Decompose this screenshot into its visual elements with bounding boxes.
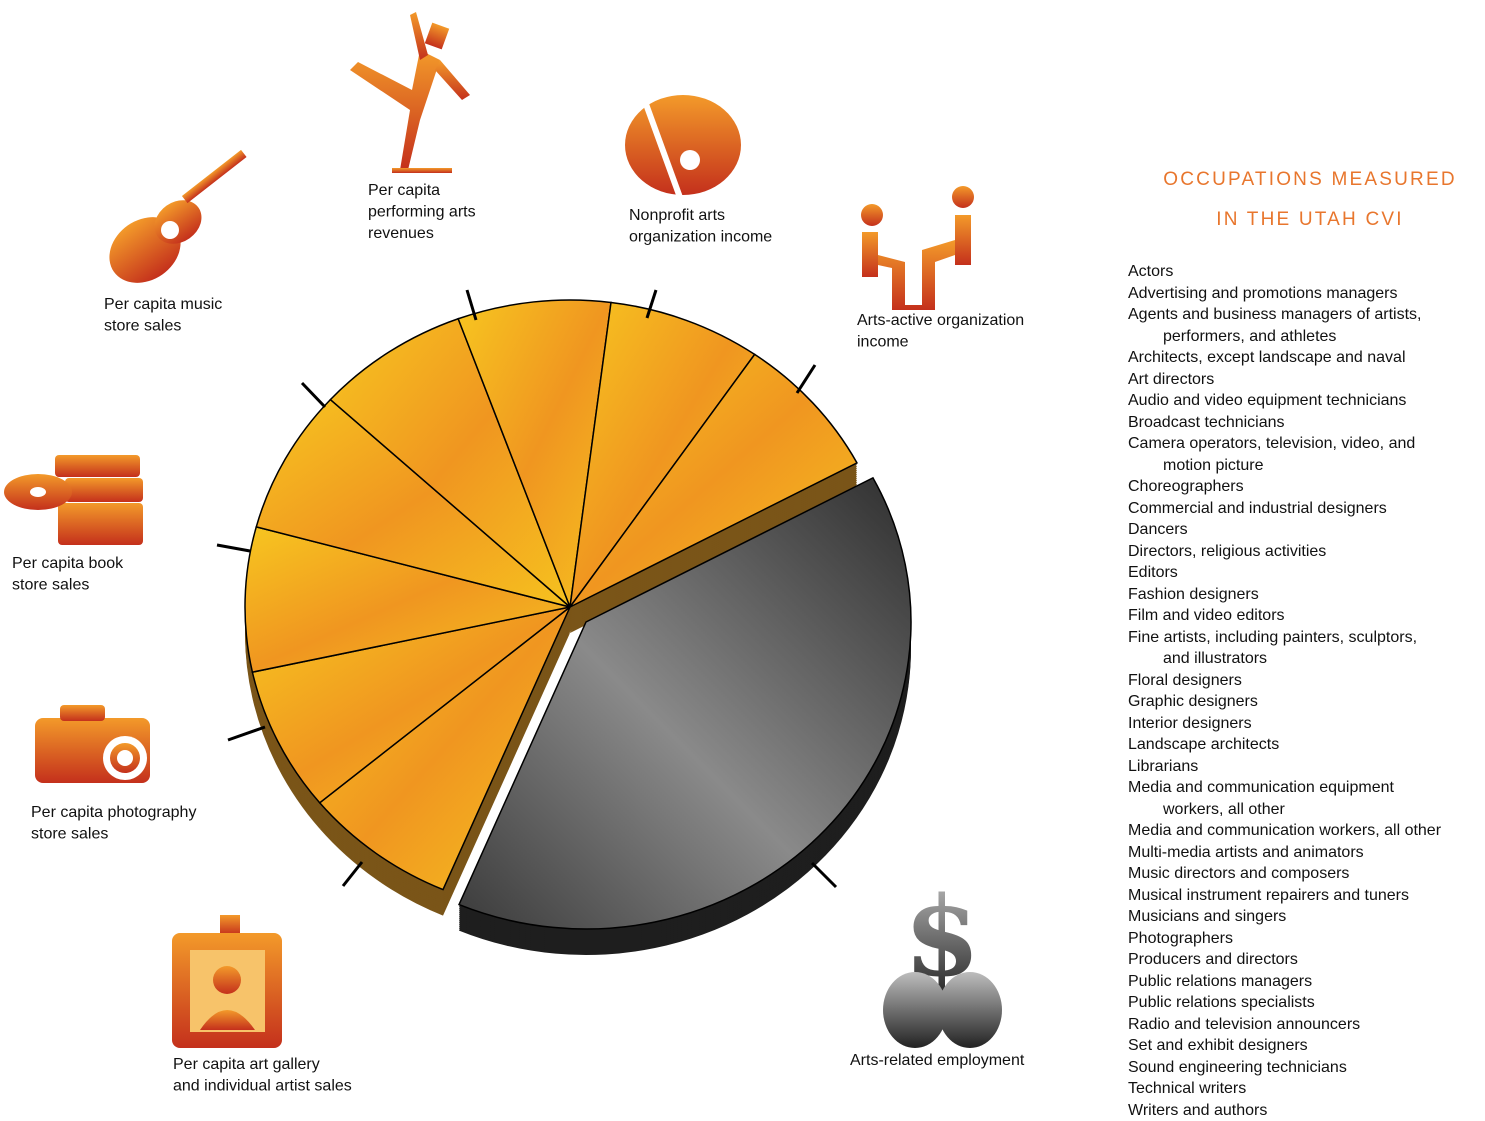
- occupation: performers, and athletes: [1128, 326, 1485, 348]
- component-label: income: [857, 334, 909, 351]
- occupation: Directors, religious activities: [1128, 541, 1485, 563]
- occupation: Public relations managers: [1128, 971, 1485, 993]
- occupation: Fine artists, including painters, sculpt…: [1128, 627, 1485, 649]
- tick: [302, 383, 325, 407]
- occupation: Musical instrument repairers and tuners: [1128, 885, 1485, 907]
- occupation: Agents and business managers of artists,: [1128, 304, 1485, 326]
- occupation: Actors: [1128, 261, 1485, 283]
- component-label: revenues: [368, 225, 434, 242]
- occupation: Musicians and singers: [1128, 906, 1485, 928]
- guitar-icon: [97, 150, 247, 296]
- occupation: Photographers: [1128, 928, 1485, 950]
- dancer-icon: [350, 12, 470, 173]
- occupation: Graphic designers: [1128, 691, 1485, 713]
- occupation: Fashion designers: [1128, 584, 1485, 606]
- tick: [228, 727, 265, 740]
- occupation: Set and exhibit designers: [1128, 1035, 1485, 1057]
- component-label: and individual artist sales: [173, 1078, 352, 1095]
- occupation: Landscape architects: [1128, 734, 1485, 756]
- occupation: Producers and directors: [1128, 949, 1485, 971]
- pie: [245, 300, 911, 955]
- title-line: IN THE UTAH CVI: [1110, 200, 1485, 240]
- occupation: Audio and video equipment technicians: [1128, 390, 1485, 412]
- occupation: Camera operators, television, video, and: [1128, 433, 1485, 455]
- portrait-icon: [172, 915, 282, 1048]
- component-label: store sales: [104, 318, 181, 335]
- component-label: store sales: [12, 577, 89, 594]
- occupation: Art directors: [1128, 369, 1485, 391]
- occupation: Technical writers: [1128, 1078, 1485, 1100]
- occupation: workers, all other: [1128, 799, 1485, 821]
- occupation: Broadcast technicians: [1128, 412, 1485, 434]
- organization-icon: [861, 186, 974, 310]
- title-line: OCCUPATIONS MEASURED: [1110, 160, 1485, 200]
- list-title: OCCUPATIONS MEASURED IN THE UTAH CVI: [1110, 160, 1485, 240]
- tick: [217, 545, 250, 551]
- component-label: Nonprofit arts: [629, 207, 725, 224]
- tick: [812, 863, 836, 887]
- occupation: Radio and television announcers: [1128, 1014, 1485, 1036]
- books-icon: [4, 455, 143, 545]
- occupation: Architects, except landscape and naval: [1128, 347, 1485, 369]
- palette-icon: [625, 78, 741, 198]
- occupation: and illustrators: [1128, 648, 1485, 670]
- component-label: Arts-related employment: [850, 1052, 1025, 1069]
- occupation: Multi-media artists and animators: [1128, 842, 1485, 864]
- camera-icon: [35, 705, 150, 783]
- occupation: Editors: [1128, 562, 1485, 584]
- tick: [797, 365, 815, 393]
- occupation: motion picture: [1128, 455, 1485, 477]
- component-label: store sales: [31, 826, 108, 843]
- component-label: Per capita photography: [31, 804, 196, 821]
- occupation: Media and communication equipment: [1128, 777, 1485, 799]
- occupation: Dancers: [1128, 519, 1485, 541]
- occupation: Choreographers: [1128, 476, 1485, 498]
- occupation: Music directors and composers: [1128, 863, 1485, 885]
- tick: [343, 862, 362, 886]
- component-label: performing arts: [368, 204, 476, 221]
- component-label: Arts-active organization: [857, 312, 1024, 329]
- component-label: organization income: [629, 229, 772, 246]
- occupation: Interior designers: [1128, 713, 1485, 735]
- occupation: Floral designers: [1128, 670, 1485, 692]
- occupation: Film and video editors: [1128, 605, 1485, 627]
- employment-icon: $: [883, 872, 1002, 1048]
- occupation: Public relations specialists: [1128, 992, 1485, 1014]
- component-label: Per capita art gallery: [173, 1056, 320, 1073]
- component-label: Per capita music: [104, 296, 222, 313]
- component-label: Per capita: [368, 182, 440, 199]
- occupation: Commercial and industrial designers: [1128, 498, 1485, 520]
- occupation: Sound engineering technicians: [1128, 1057, 1485, 1079]
- occupation: Librarians: [1128, 756, 1485, 778]
- component-label: Per capita book: [12, 555, 124, 572]
- occupation: Media and communication workers, all oth…: [1128, 820, 1485, 842]
- occupation: Advertising and promotions managers: [1128, 283, 1485, 305]
